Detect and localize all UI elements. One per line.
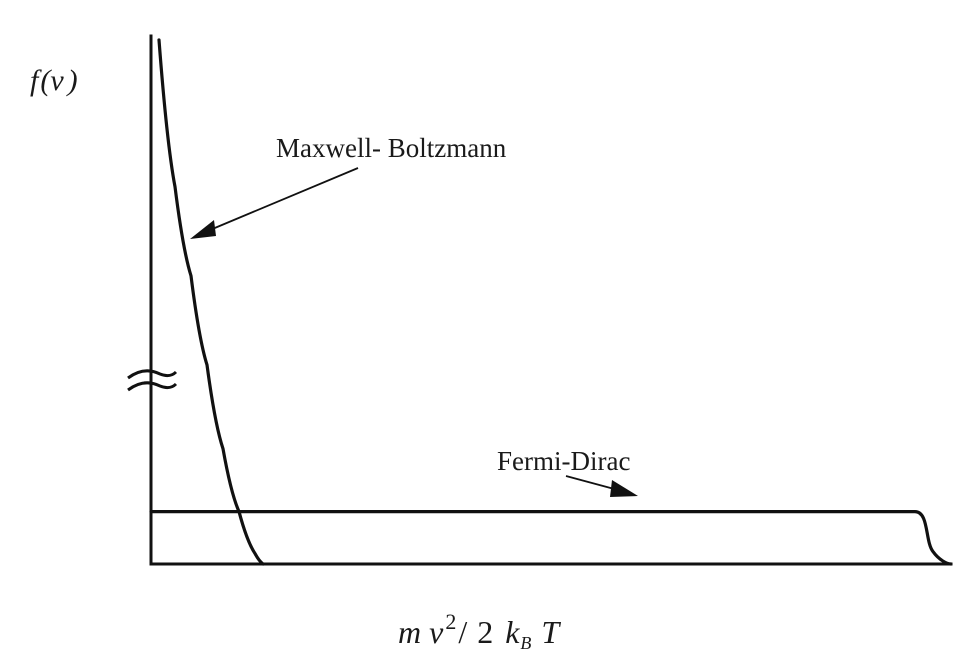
annotation-arrow-maxwell-boltzmann (190, 167, 359, 239)
x-axis-label: m v2/2 kB T (398, 609, 561, 653)
series-line-maxwell-boltzmann (157, 38, 265, 566)
x-label-subscript: B (520, 633, 531, 653)
series-line-fermi-dirac (149, 510, 953, 566)
x-label-m: m (398, 614, 421, 650)
x-label-T: T (541, 614, 561, 650)
series-label-maxwell-boltzmann: Maxwell- Boltzmann (276, 133, 507, 163)
y-label-v: v (50, 64, 64, 97)
annotation-arrow-fermi-dirac (565, 475, 638, 497)
axes (149, 34, 953, 566)
y-axis-label: f(v) (30, 64, 78, 97)
y-label-close-paren: ) (66, 64, 78, 97)
series-label-fermi-dirac: Fermi-Dirac (497, 446, 630, 476)
axis-break-symbol (127, 369, 178, 392)
x-label-exponent: 2 (445, 609, 456, 634)
x-label-k: k (505, 614, 520, 650)
x-label-slash: / (458, 614, 467, 650)
x-label-two: 2 (477, 614, 493, 650)
x-label-v: v (429, 614, 444, 650)
y-label-open-paren: ( (40, 64, 52, 97)
